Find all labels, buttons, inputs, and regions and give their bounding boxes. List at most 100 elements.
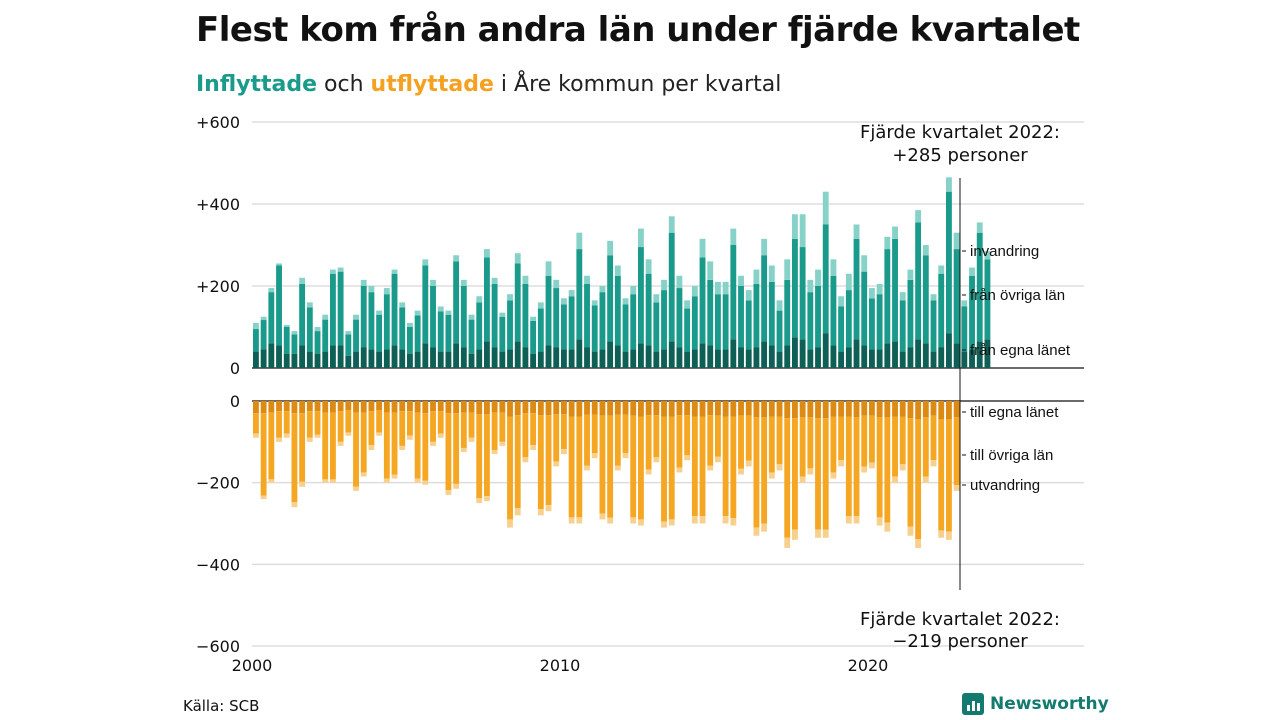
bar-out-own bbox=[599, 401, 606, 416]
bar-in-own bbox=[684, 351, 691, 368]
bar-out-own bbox=[476, 401, 483, 415]
bar-out-own bbox=[938, 401, 945, 420]
bar-out-other bbox=[322, 412, 329, 480]
bar-in-other bbox=[668, 232, 675, 342]
bar-in-other bbox=[561, 304, 567, 350]
bar-in-own bbox=[691, 349, 698, 368]
bar-out-emigration bbox=[368, 445, 375, 450]
bar-in-own bbox=[676, 347, 683, 368]
bar-out-own bbox=[253, 401, 259, 414]
bar-in-immigration bbox=[584, 275, 590, 284]
bar-in-immigration bbox=[414, 310, 421, 316]
bar-in-other bbox=[892, 238, 898, 342]
bar-in-other bbox=[399, 307, 406, 350]
bar-in-immigration bbox=[368, 286, 375, 293]
bar-in-other bbox=[961, 306, 968, 352]
bar-out-emigration bbox=[445, 490, 452, 495]
bar-out-other bbox=[938, 419, 945, 531]
bar-in-immigration bbox=[507, 294, 513, 301]
bar-out-own bbox=[707, 401, 714, 416]
bar-in-immigration bbox=[553, 279, 560, 289]
series-label-out: till egna länet bbox=[970, 404, 1059, 421]
bar-out-other bbox=[607, 415, 614, 518]
bar-in-immigration bbox=[745, 290, 752, 301]
bar-out-other bbox=[545, 415, 552, 506]
bar-out-other bbox=[591, 414, 598, 454]
bar-in-own bbox=[915, 339, 922, 368]
bar-in-immigration bbox=[707, 261, 714, 280]
bar-out-emigration bbox=[907, 526, 914, 536]
y-tick-label-upper: +400 bbox=[196, 195, 240, 214]
bar-out-other bbox=[884, 417, 891, 523]
bar-in-immigration bbox=[892, 226, 898, 239]
bar-out-own bbox=[691, 401, 698, 417]
bar-out-emigration bbox=[537, 509, 544, 516]
bar-in-immigration bbox=[522, 275, 529, 284]
bar-in-other bbox=[530, 320, 537, 354]
bar-out-emigration bbox=[653, 457, 660, 463]
bar-out-emigration bbox=[561, 449, 567, 455]
brand-logo[interactable]: Newsworthy bbox=[962, 693, 1109, 715]
bar-out-other bbox=[761, 417, 768, 524]
bar-out-emigration bbox=[530, 445, 537, 450]
source-note: Källa: SCB bbox=[183, 697, 260, 715]
bar-in-other bbox=[337, 271, 344, 346]
bar-in-immigration bbox=[822, 191, 829, 225]
bar-in-own bbox=[830, 345, 837, 368]
bar-out-own bbox=[422, 401, 429, 414]
bar-in-own bbox=[614, 345, 621, 368]
bar-out-emigration bbox=[745, 460, 752, 467]
bar-out-emigration bbox=[353, 486, 359, 491]
bar-in-own bbox=[638, 343, 644, 368]
y-tick-label-lower: −600 bbox=[196, 637, 240, 656]
bar-in-own bbox=[815, 347, 821, 368]
bar-out-own bbox=[845, 401, 852, 417]
bar-out-own bbox=[738, 401, 744, 416]
bar-in-immigration bbox=[306, 302, 313, 308]
bar-in-other bbox=[661, 290, 667, 350]
bar-out-other bbox=[376, 409, 383, 433]
bar-out-other bbox=[853, 417, 860, 517]
bar-out-own bbox=[745, 401, 752, 416]
bar-in-other bbox=[253, 329, 259, 352]
bar-out-own bbox=[353, 401, 359, 413]
bar-out-emigration bbox=[437, 433, 444, 438]
bar-out-other bbox=[707, 415, 714, 466]
bar-out-emigration bbox=[930, 460, 937, 467]
bar-in-other bbox=[784, 279, 791, 346]
bar-out-own bbox=[792, 401, 798, 419]
bar-out-other bbox=[414, 412, 421, 479]
bar-in-immigration bbox=[291, 331, 298, 335]
bar-in-immigration bbox=[576, 232, 583, 250]
bar-out-other bbox=[499, 412, 506, 442]
bar-out-emigration bbox=[291, 502, 298, 508]
bar-out-own bbox=[391, 401, 398, 413]
bar-in-other bbox=[306, 307, 313, 352]
bar-out-emigration bbox=[553, 461, 560, 467]
bar-in-other bbox=[283, 327, 290, 354]
bar-in-immigration bbox=[815, 269, 821, 286]
bar-in-other bbox=[537, 308, 544, 352]
bar-in-other bbox=[630, 294, 637, 350]
bar-out-own bbox=[753, 401, 760, 418]
bar-in-other bbox=[445, 314, 452, 352]
bar-out-own bbox=[922, 401, 929, 418]
bar-in-other bbox=[745, 300, 752, 350]
bar-out-other bbox=[630, 415, 637, 518]
y-tick-label-lower: 0 bbox=[230, 392, 240, 411]
bar-out-own bbox=[484, 401, 490, 415]
bar-in-immigration bbox=[753, 269, 760, 284]
bar-in-own bbox=[561, 349, 567, 368]
bar-out-other bbox=[892, 416, 898, 477]
bar-in-other bbox=[761, 255, 768, 342]
bar-out-other bbox=[614, 414, 621, 466]
bar-in-own bbox=[969, 349, 975, 368]
bar-in-own bbox=[430, 347, 436, 368]
bar-out-emigration bbox=[684, 455, 691, 461]
bar-in-immigration bbox=[561, 298, 567, 305]
bar-in-own bbox=[453, 343, 460, 368]
bar-in-own bbox=[591, 351, 598, 368]
bar-in-other bbox=[545, 275, 552, 346]
bar-out-other bbox=[522, 413, 529, 458]
bar-out-other bbox=[507, 416, 513, 520]
